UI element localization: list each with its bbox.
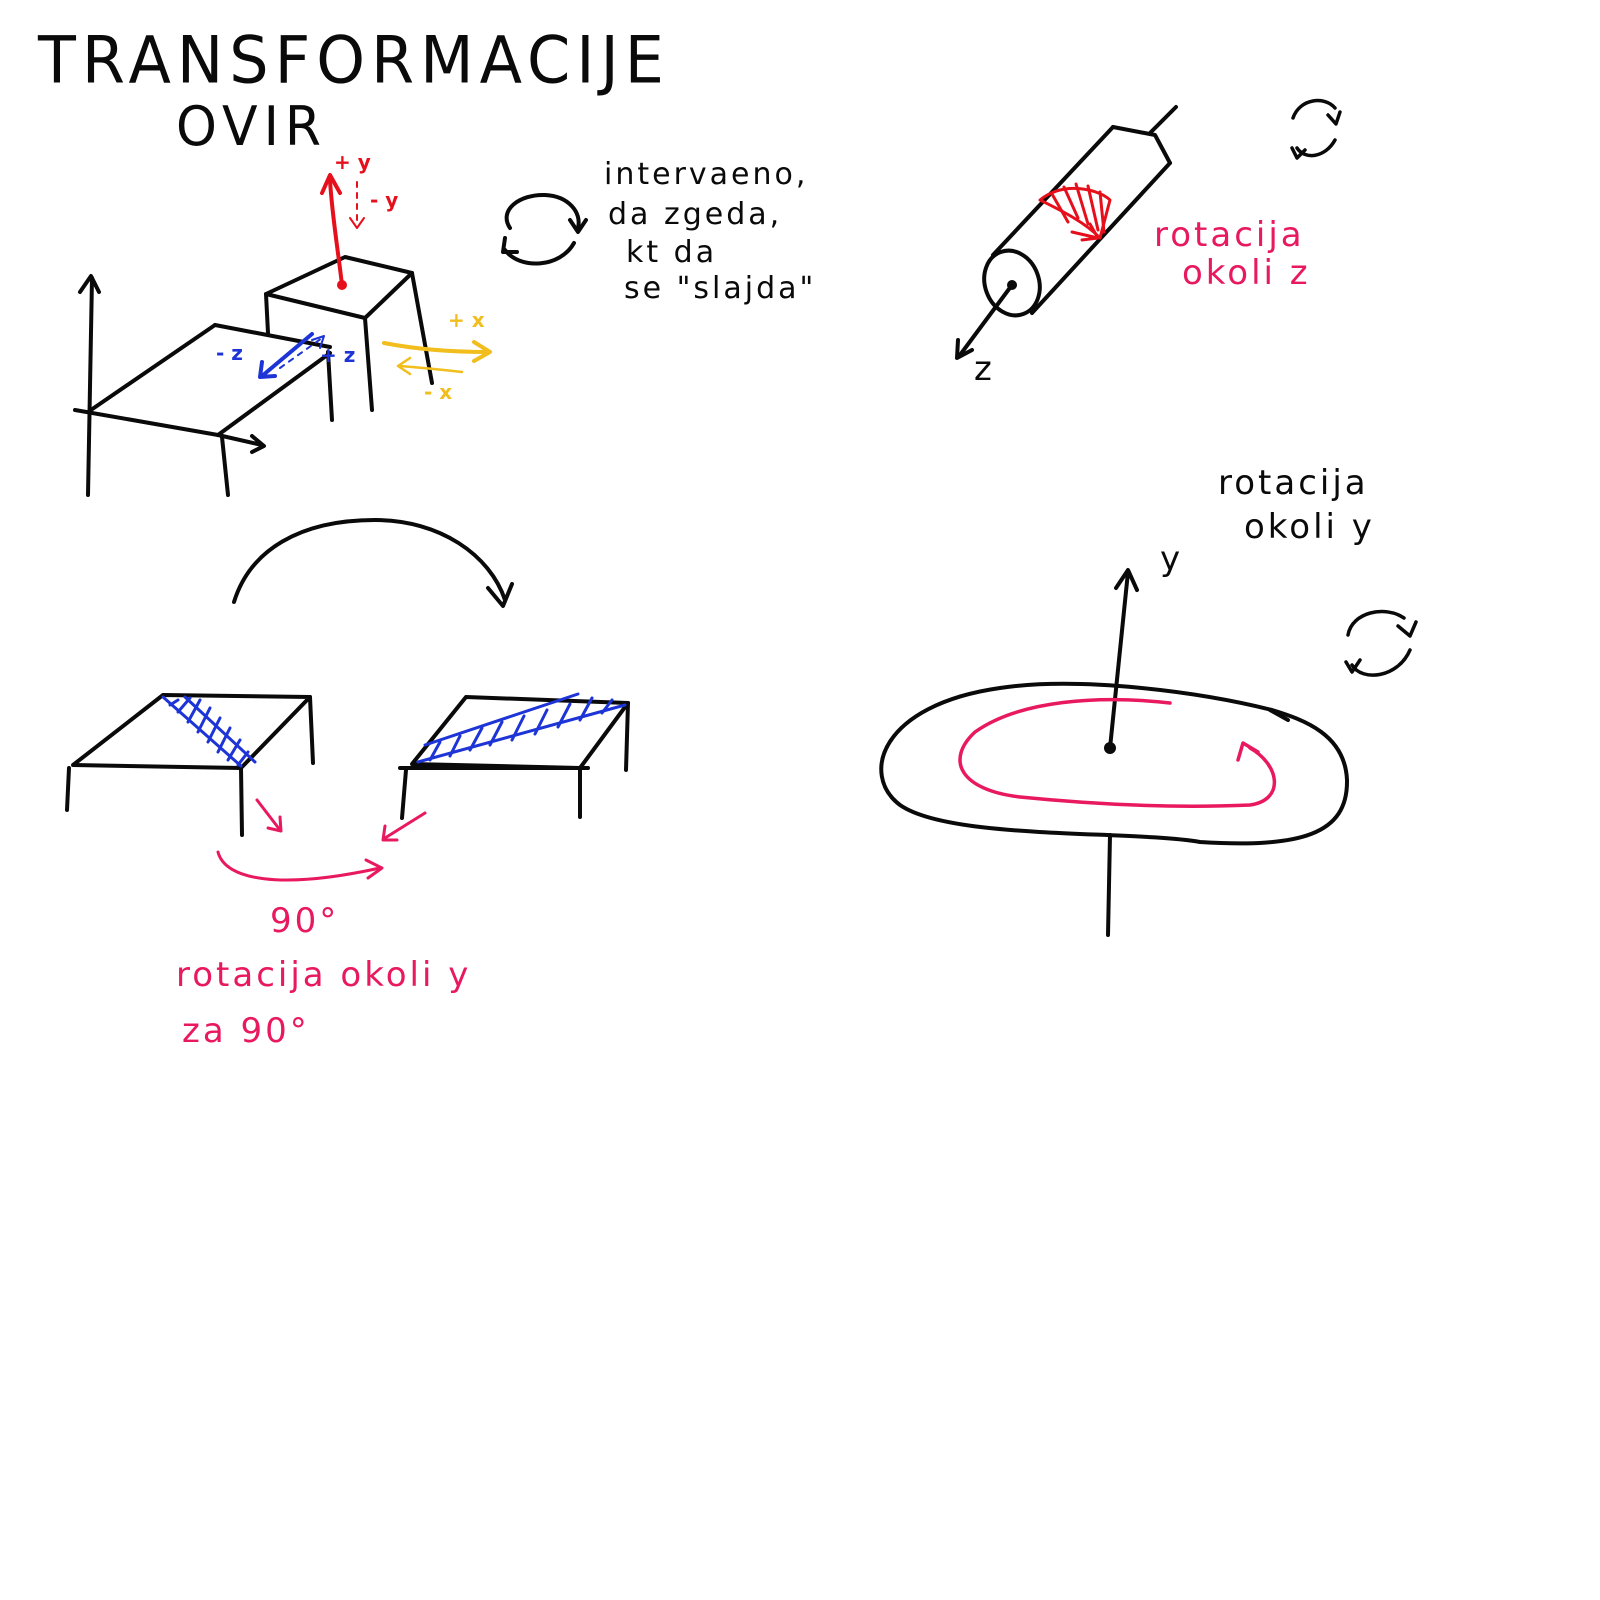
cylinder-caption-line-1: rotacija bbox=[1154, 215, 1305, 255]
z-axis-line bbox=[958, 283, 1014, 357]
plus-z-label: + z bbox=[320, 343, 356, 367]
rotation-90-arrow bbox=[216, 850, 382, 882]
z-axis-arrows bbox=[258, 332, 325, 379]
tables-caption-line-2: za 90° bbox=[182, 1011, 310, 1051]
minus-x-arrow-head-icon bbox=[396, 356, 412, 376]
transition-arrow-head-icon bbox=[486, 582, 514, 608]
board-edge-left bbox=[86, 323, 217, 414]
rotate-icon bbox=[1344, 609, 1418, 677]
cylinder bbox=[955, 105, 1178, 360]
board-arrow bbox=[216, 433, 264, 447]
cylinder-front-cap bbox=[982, 248, 1042, 318]
plus-x-label: + x bbox=[448, 308, 485, 332]
minus-z-label: - z bbox=[216, 341, 243, 365]
plus-z-arrow-head-icon bbox=[311, 335, 325, 349]
y-axis-arrows bbox=[320, 173, 365, 290]
tables-caption-line-1: rotacija okoli y bbox=[176, 955, 472, 995]
cylinder-axis-label: z bbox=[974, 349, 995, 389]
vertical-axis-arrow-icon bbox=[78, 274, 101, 294]
minus-x-arrow bbox=[398, 364, 464, 374]
title-line-2: OVIR bbox=[176, 95, 328, 159]
table-before-hatch bbox=[161, 695, 257, 768]
table-before bbox=[65, 693, 315, 837]
box-front-edge bbox=[363, 316, 374, 412]
table-after-hatch bbox=[416, 692, 627, 764]
plus-y-label: + y bbox=[334, 150, 371, 174]
transition-arrow bbox=[232, 518, 514, 608]
table-after bbox=[398, 695, 630, 820]
disc-rotation-arrow-head-icon bbox=[1236, 741, 1260, 762]
note-line-4: se "slajda" bbox=[624, 271, 817, 306]
table-corner-arrow-right bbox=[383, 811, 427, 840]
minus-y-arrow-head-icon bbox=[349, 217, 365, 229]
y-axis-line bbox=[1108, 570, 1130, 750]
cylinder-rotation bbox=[1038, 182, 1112, 242]
vertical-axis bbox=[86, 276, 94, 497]
box-right-edge bbox=[410, 271, 434, 385]
y-axis-arrow-head-icon bbox=[1114, 568, 1139, 592]
note-line-3: kt da bbox=[626, 235, 718, 270]
disc-rim-mark bbox=[1268, 708, 1290, 722]
plus-y-arrow-head-icon bbox=[320, 173, 342, 195]
minus-x-label: - x bbox=[424, 380, 453, 404]
y-axis-lower bbox=[1106, 833, 1112, 937]
note-line-1: intervaeno, bbox=[604, 157, 809, 192]
minus-z-arrow-head-icon bbox=[258, 360, 277, 379]
x-axis-arrows bbox=[382, 340, 492, 376]
angle-label: 90° bbox=[270, 901, 340, 941]
board-arrow-head-icon bbox=[250, 434, 266, 454]
plus-x-arrow bbox=[382, 341, 490, 354]
board-edge-right bbox=[216, 351, 332, 437]
disc-caption-line-2: okoli y bbox=[1244, 507, 1375, 547]
board-leg-right bbox=[326, 350, 334, 422]
disc-axis-label: y bbox=[1160, 539, 1184, 579]
cylinder-shaft bbox=[1148, 105, 1178, 135]
minus-z-arrow bbox=[260, 332, 314, 378]
board-edge-back bbox=[213, 323, 332, 349]
obstacle-scene bbox=[73, 255, 434, 497]
cylinder-back-cap bbox=[1111, 125, 1172, 165]
z-axis-arrow-head-icon bbox=[955, 338, 974, 360]
table-corner-arrow-right-head-icon bbox=[381, 824, 399, 842]
table-corner-arrow-left-head-icon bbox=[266, 815, 283, 833]
board-leg-front bbox=[220, 435, 230, 497]
plus-y-arrow bbox=[328, 178, 344, 287]
disc bbox=[879, 568, 1350, 937]
rotation-90-arrow-head-icon bbox=[364, 858, 384, 880]
table-rotation-arrows bbox=[216, 798, 427, 882]
minus-y-label: - y bbox=[370, 188, 399, 212]
cylinder-caption-line-2: okoli z bbox=[1182, 253, 1311, 293]
disc-caption-line-1: rotacija bbox=[1218, 463, 1369, 503]
title-line-1: TRANSFORMACIJE bbox=[38, 21, 670, 99]
disc-rotation bbox=[958, 697, 1277, 808]
box-left-edge bbox=[264, 292, 270, 335]
rotate-icon bbox=[1290, 98, 1342, 160]
board-edge-front bbox=[73, 408, 220, 437]
plus-x-arrow-head-icon bbox=[472, 340, 492, 363]
table-corner-arrow-left bbox=[255, 798, 282, 832]
disc-outline bbox=[879, 681, 1350, 846]
plus-z-arrow bbox=[279, 337, 323, 369]
note-line-2: da zgeda, bbox=[608, 197, 783, 232]
rotate-icon bbox=[501, 192, 588, 266]
